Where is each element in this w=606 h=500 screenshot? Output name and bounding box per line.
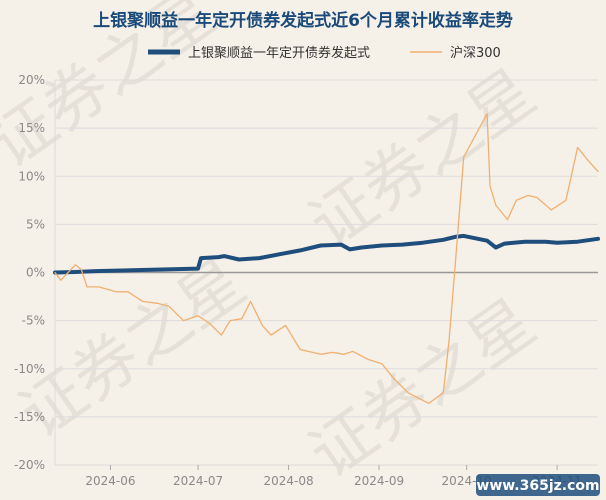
site-badge-text: www.365jz.com: [476, 478, 599, 494]
series-line-fund: [53, 233, 600, 275]
x-tick-label: 2024-06: [85, 474, 135, 488]
site-badge-bg: [476, 474, 600, 496]
y-tick-label: -20%: [14, 458, 45, 472]
legend-label-fund: 上银聚顺益一年定开债券发起式: [188, 45, 370, 61]
x-tick-label: 2024-07: [173, 474, 223, 488]
x-tick-label: 2024-08: [263, 474, 313, 488]
y-tick-label: 10%: [18, 169, 45, 183]
watermark-text-4: 证券之星: [297, 286, 549, 493]
legend: 上银聚顺益一年定开债券发起式 沪深300: [148, 45, 501, 61]
watermark: 证券之星 证券之星 证券之星 证券之星: [0, 0, 549, 493]
legend-label-index: 沪深300: [450, 45, 501, 61]
y-tick-label: -15%: [14, 410, 45, 424]
x-tick-label: 2024-09: [354, 474, 404, 488]
watermark-text-3: 证券之星: [297, 56, 549, 263]
chart-title: 上银聚顺益一年定开债券发起式近6个月累计收益率走势: [93, 10, 513, 31]
site-badge: www.365jz.com: [476, 474, 600, 496]
series-line-index: [54, 113, 599, 405]
y-tick-label: 5%: [26, 217, 45, 231]
y-tick-label: 0%: [26, 266, 45, 280]
series-group: [53, 113, 600, 405]
y-tick-label: -5%: [22, 314, 45, 328]
y-tick-label: -10%: [14, 362, 45, 376]
y-tick-label: 15%: [18, 121, 45, 135]
y-tick-label: 20%: [18, 73, 45, 87]
